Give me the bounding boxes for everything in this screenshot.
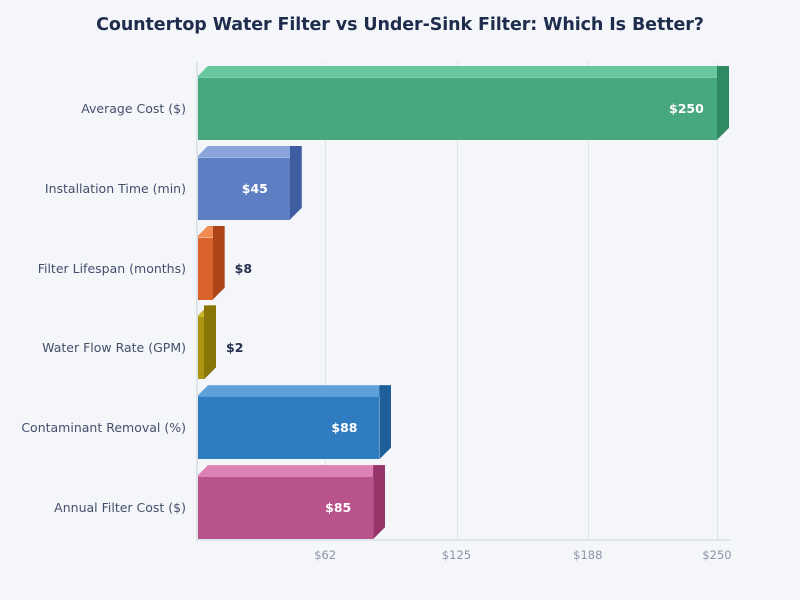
- category-axis-labels: Average Cost ($) Installation Time (min) F…: [0, 62, 186, 541]
- bar-side-face: [204, 305, 216, 379]
- x-tick-label: $62: [314, 548, 337, 562]
- bar-front-face: [196, 317, 204, 380]
- bar-top-face: [196, 465, 385, 477]
- bar-front-face: [196, 477, 374, 540]
- x-axis-line: [196, 539, 731, 541]
- category-label: Installation Time (min): [44, 180, 186, 196]
- bar-side-face: [290, 146, 302, 220]
- y-axis-line: [196, 62, 198, 541]
- x-tick-label: $188: [573, 548, 603, 562]
- bar[interactable]: $8: [196, 226, 252, 300]
- bar-value-label: $88: [331, 420, 358, 436]
- category-label: Annual Filter Cost ($): [54, 500, 186, 516]
- chart-title: Countertop Water Filter vs Under-Sink Fi…: [96, 15, 704, 35]
- bar-top-face: [196, 385, 391, 397]
- bar-side-face: [379, 385, 391, 459]
- bar-side-face: [373, 465, 385, 539]
- bar-value-label: $2: [226, 340, 244, 356]
- bar[interactable]: $250: [196, 66, 729, 140]
- bar-value-label: $85: [325, 500, 352, 516]
- bar-front-face: [196, 77, 717, 140]
- bar-side-face: [717, 66, 729, 140]
- bar-top-face: [196, 66, 729, 78]
- category-label: Average Cost ($): [81, 100, 186, 116]
- bar-value-label: $8: [234, 260, 253, 276]
- gridline: [325, 62, 327, 541]
- bar[interactable]: $88: [196, 385, 391, 460]
- gridline: [587, 62, 589, 541]
- category-label: Contaminant Removal (%): [21, 420, 186, 436]
- bar-value-label: $250: [669, 100, 704, 116]
- gridline: [717, 62, 718, 541]
- plot-background: [196, 62, 731, 541]
- bar[interactable]: $45: [196, 146, 302, 220]
- value-axis-labels: $62 $125 $188 $250: [196, 548, 731, 568]
- bar-top-face: [196, 146, 302, 158]
- gridline: [456, 62, 458, 541]
- bar-side-face: [213, 226, 225, 300]
- bar-front-face: [196, 157, 290, 220]
- bar[interactable]: $2: [196, 305, 243, 380]
- bar-front-face: [196, 397, 380, 460]
- plot-area: $250 $45 $8 $2 $88 $85: [196, 62, 731, 541]
- bar[interactable]: $85: [196, 465, 385, 540]
- x-tick-label: $250: [702, 548, 732, 562]
- bar-value-label: $45: [241, 180, 268, 196]
- x-tick-label: $125: [441, 548, 472, 562]
- category-label: Filter Lifespan (months): [37, 260, 186, 276]
- category-label: Water Flow Rate (GPM): [42, 340, 186, 356]
- bar-front-face: [196, 237, 213, 300]
